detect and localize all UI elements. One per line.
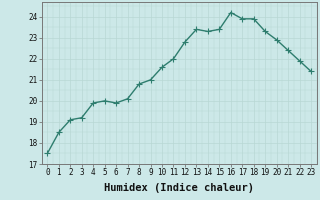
X-axis label: Humidex (Indice chaleur): Humidex (Indice chaleur): [104, 183, 254, 193]
